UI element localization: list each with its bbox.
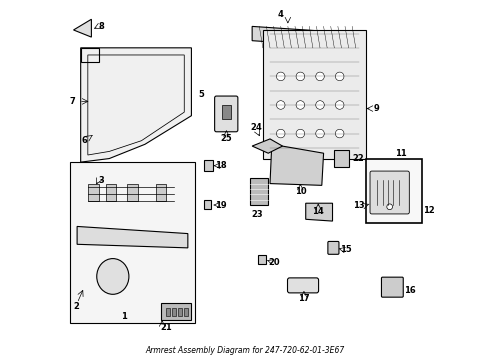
Circle shape — [316, 72, 324, 81]
Bar — [184, 307, 188, 316]
Bar — [166, 307, 170, 316]
Polygon shape — [70, 162, 195, 323]
Text: 5: 5 — [198, 90, 204, 99]
Circle shape — [335, 72, 344, 81]
Polygon shape — [270, 144, 323, 185]
Polygon shape — [252, 26, 359, 48]
Text: Armrest Assembly Diagram for 247-720-62-01-3E67: Armrest Assembly Diagram for 247-720-62-… — [146, 346, 344, 355]
Polygon shape — [252, 139, 283, 153]
Bar — [88, 184, 98, 202]
Circle shape — [296, 101, 305, 109]
Text: 4: 4 — [278, 10, 284, 19]
FancyBboxPatch shape — [381, 277, 403, 297]
Polygon shape — [81, 48, 192, 162]
Circle shape — [335, 129, 344, 138]
Circle shape — [276, 72, 285, 81]
Text: 6: 6 — [82, 136, 88, 145]
Bar — [250, 178, 268, 205]
Text: 9: 9 — [373, 104, 379, 113]
Bar — [127, 184, 138, 202]
Circle shape — [276, 129, 285, 138]
Bar — [222, 105, 231, 119]
Text: 24: 24 — [250, 123, 262, 132]
Text: 2: 2 — [74, 302, 79, 311]
FancyBboxPatch shape — [215, 96, 238, 132]
Text: 1: 1 — [121, 312, 126, 321]
Circle shape — [296, 72, 305, 81]
Text: 19: 19 — [215, 201, 226, 210]
Bar — [367, 158, 422, 223]
FancyBboxPatch shape — [370, 171, 409, 214]
Text: 15: 15 — [340, 245, 351, 254]
Bar — [161, 303, 192, 320]
Polygon shape — [74, 19, 92, 37]
Polygon shape — [306, 203, 333, 221]
Circle shape — [387, 204, 392, 210]
Text: 14: 14 — [312, 207, 324, 216]
Bar — [334, 150, 348, 167]
FancyBboxPatch shape — [288, 278, 318, 293]
Text: 23: 23 — [252, 210, 263, 219]
Ellipse shape — [97, 258, 129, 294]
Bar — [172, 307, 176, 316]
Text: 25: 25 — [220, 134, 232, 143]
Bar — [258, 255, 267, 264]
Circle shape — [316, 129, 324, 138]
Text: 21: 21 — [160, 323, 172, 332]
Bar — [156, 184, 167, 202]
Bar — [106, 184, 117, 202]
Text: 16: 16 — [404, 286, 416, 295]
Text: 20: 20 — [268, 258, 280, 267]
Text: 10: 10 — [294, 187, 306, 196]
Circle shape — [296, 129, 305, 138]
Text: 22: 22 — [352, 154, 364, 163]
Bar — [204, 200, 211, 208]
Text: 18: 18 — [215, 161, 226, 170]
Text: 13: 13 — [353, 201, 365, 210]
Circle shape — [335, 101, 344, 109]
Text: 3: 3 — [98, 176, 104, 185]
Circle shape — [316, 101, 324, 109]
Polygon shape — [77, 226, 188, 248]
Text: 12: 12 — [423, 206, 435, 215]
Text: 11: 11 — [395, 149, 407, 158]
Text: 17: 17 — [298, 294, 310, 303]
Text: 8: 8 — [98, 22, 104, 31]
FancyBboxPatch shape — [328, 242, 339, 254]
Text: 7: 7 — [70, 97, 75, 106]
Circle shape — [276, 101, 285, 109]
Bar — [178, 307, 182, 316]
Bar — [204, 160, 213, 171]
Polygon shape — [263, 30, 367, 158]
